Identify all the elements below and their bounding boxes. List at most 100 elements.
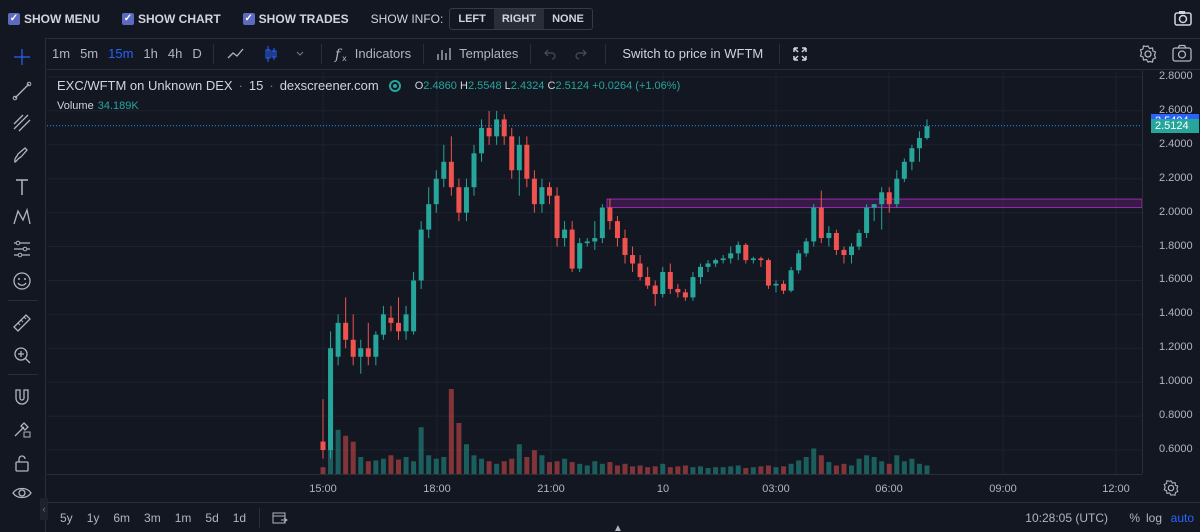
show-info-left[interactable]: LEFT — [458, 13, 486, 25]
candle-body — [758, 258, 764, 261]
range-1m[interactable]: 1m — [174, 510, 192, 525]
price-axis[interactable]: 2.8000 2.6000 2.4000 2.2000 2.0000 1.8000 1.60… — [1142, 70, 1200, 474]
chevron-down-icon[interactable] — [290, 51, 315, 57]
toolbar-divider — [259, 507, 261, 528]
crosshair-icon[interactable] — [11, 46, 33, 68]
options-bar: ✓ SHOW MENU ✓ SHOW CHART ✓ SHOW TRADES SHOW… — [0, 0, 1200, 38]
volume-bar — [713, 467, 719, 474]
volume-bar — [849, 465, 854, 474]
goto-date-icon[interactable] — [266, 511, 299, 525]
interval-5m[interactable]: 5m — [80, 46, 99, 61]
pattern-icon[interactable] — [11, 206, 33, 228]
open-label: O — [414, 79, 424, 92]
candle-body — [826, 232, 832, 239]
volume-bar — [803, 457, 809, 474]
candle-body — [849, 246, 854, 256]
camera-icon[interactable] — [1174, 10, 1192, 26]
candle-body — [750, 258, 756, 261]
interval-4h[interactable]: 4h — [167, 46, 183, 61]
volume-bar — [630, 466, 636, 474]
auto-scale-toggle[interactable]: auto — [1170, 510, 1194, 525]
candle-body — [833, 232, 839, 250]
log-scale-toggle[interactable]: log — [1145, 510, 1162, 525]
candle-body — [509, 136, 515, 171]
volume-value: 34.189K — [97, 100, 139, 112]
time-tick: 09:00 — [989, 483, 1017, 495]
show-menu-toggle[interactable]: ✓ SHOW MENU — [8, 12, 100, 26]
indicators-button[interactable]: f x Indicators — [328, 46, 417, 62]
volume-bar — [343, 435, 349, 474]
candle-body — [614, 221, 620, 239]
volume-bar — [886, 463, 892, 474]
interval-1h[interactable]: 1h — [143, 46, 158, 61]
price-chart[interactable] — [47, 71, 1142, 474]
lock-drawing-icon[interactable] — [11, 418, 33, 440]
volume-bar — [554, 461, 560, 474]
interval-d[interactable]: D — [192, 46, 202, 61]
screenshot-camera-icon[interactable] — [1172, 44, 1192, 67]
collapse-toolbar-button[interactable]: ‹ — [40, 498, 48, 520]
fib-tool-icon[interactable] — [11, 112, 33, 134]
volume-bar — [728, 466, 734, 474]
candlestick-plot — [47, 71, 1142, 474]
candle-body — [486, 127, 492, 137]
candle-body — [879, 192, 885, 205]
lock-icon[interactable] — [11, 452, 33, 474]
candle-body — [916, 138, 922, 149]
show-trades-toggle[interactable]: ✓ SHOW TRADES — [242, 12, 349, 26]
show-info-none[interactable]: NONE — [552, 13, 584, 25]
volume-bar — [388, 455, 394, 474]
chart-toolbar: 1m 5m 15m 1h 4h D f x Indicators Templates… — [47, 38, 1200, 70]
volume-bar — [796, 460, 802, 474]
range-5d[interactable]: 5d — [205, 510, 219, 525]
settings-gear-icon[interactable] — [1138, 44, 1158, 69]
redo-icon[interactable] — [568, 48, 599, 60]
volume-bar — [690, 467, 696, 474]
switch-price-button[interactable]: Switch to price in WFTM — [622, 46, 764, 61]
eye-icon[interactable] — [11, 482, 33, 504]
axis-settings-icon[interactable] — [1162, 479, 1180, 502]
ohlc-values: O2.4860 H2.5548 L2.4324 C2.5124 +0.0264 … — [415, 80, 681, 92]
emoji-icon[interactable] — [11, 270, 33, 292]
candle-body — [728, 253, 734, 259]
zoom-in-icon[interactable] — [11, 344, 33, 366]
range-3m[interactable]: 3m — [144, 510, 161, 525]
candle-body — [463, 187, 469, 213]
time-axis[interactable]: 15:00 18:00 21:00 10 03:00 06:00 09:00 12:00 — [47, 474, 1142, 502]
range-5y[interactable]: 5y — [60, 510, 73, 525]
show-info-right[interactable]: RIGHT — [493, 9, 545, 29]
templates-button[interactable]: Templates — [430, 46, 524, 62]
magnet-icon[interactable] — [11, 386, 33, 408]
scroll-up-icon[interactable]: ▲ — [613, 523, 623, 532]
interval-1m[interactable]: 1m — [52, 46, 71, 61]
candle-body — [584, 241, 590, 244]
interval-15m[interactable]: 15m — [108, 46, 134, 61]
templates-icon — [437, 47, 451, 60]
candle-body — [841, 249, 847, 256]
text-icon[interactable] — [11, 176, 33, 198]
time-tick: 03:00 — [762, 483, 790, 495]
line-chart-icon[interactable] — [220, 46, 257, 62]
candle-body — [456, 187, 462, 213]
price-tick: 2.4000 — [1159, 137, 1193, 150]
utc-clock[interactable]: 10:28:05 (UTC) — [1025, 510, 1108, 525]
volume-bar — [350, 441, 356, 474]
percent-scale-toggle[interactable]: % — [1129, 510, 1140, 525]
volume-bar — [667, 467, 673, 474]
ruler-icon[interactable] — [11, 312, 33, 334]
trend-line-icon[interactable] — [11, 80, 33, 102]
range-1y[interactable]: 1y — [86, 510, 100, 525]
candle-chart-icon[interactable] — [257, 45, 290, 63]
brush-icon[interactable] — [11, 144, 33, 166]
undo-icon[interactable] — [537, 48, 568, 60]
range-1d[interactable]: 1d — [232, 510, 247, 525]
svg-text:f: f — [334, 47, 343, 62]
volume-bar — [735, 465, 741, 474]
volume-bar — [373, 460, 379, 474]
fullscreen-icon[interactable] — [786, 46, 819, 62]
prediction-icon[interactable] — [11, 238, 33, 260]
show-chart-toggle[interactable]: ✓ SHOW CHART — [122, 12, 221, 26]
range-6m[interactable]: 6m — [113, 510, 131, 525]
candle-body — [433, 178, 439, 205]
